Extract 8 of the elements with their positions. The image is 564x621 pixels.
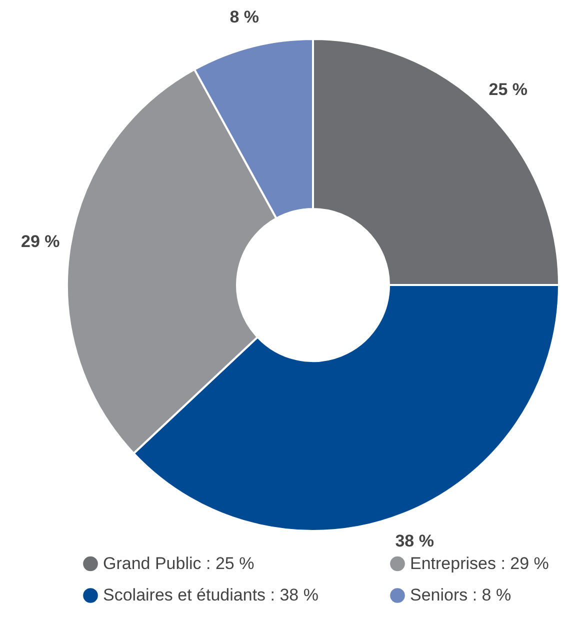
data-label: 25 % (488, 80, 528, 99)
data-label: 29 % (21, 232, 60, 251)
legend-label: Entreprises : 29 % (410, 554, 549, 573)
legend-label: Grand Public : 25 % (103, 554, 254, 573)
legend-label: Scolaires et étudiants : 38 % (103, 586, 318, 604)
legend-label: Seniors : 8 % (410, 586, 512, 604)
data-label: 8 % (230, 8, 260, 27)
data-label: 38 % (395, 532, 434, 551)
